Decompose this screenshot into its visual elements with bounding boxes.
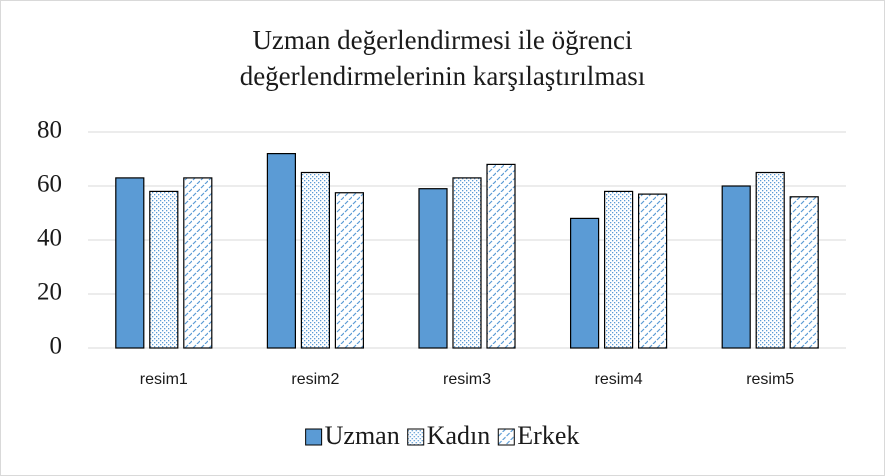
bar — [115, 177, 145, 349]
bar — [300, 171, 330, 349]
bar — [418, 188, 448, 349]
legend: Uzman Kadın Erkek — [305, 421, 579, 450]
bar — [486, 163, 516, 349]
bar — [266, 153, 296, 349]
x-tick-label: resim2 — [291, 371, 339, 388]
legend-label: Kadın — [427, 421, 491, 450]
legend-label: Erkek — [517, 421, 579, 450]
bar — [569, 217, 600, 349]
x-tick-label: resim5 — [746, 371, 794, 388]
bar — [789, 196, 819, 349]
y-tick-label: 80 — [37, 117, 62, 144]
x-tick-label: resim3 — [443, 371, 491, 388]
chart-title: Uzman değerlendirmesi ile öğrenci değerl… — [239, 25, 646, 91]
bar — [183, 177, 213, 349]
x-tick-label: resim4 — [595, 371, 643, 388]
legend-label: Uzman — [325, 421, 400, 450]
legend-swatch — [407, 428, 425, 446]
legend-swatch — [305, 428, 323, 446]
bar — [603, 190, 634, 349]
y-tick-label: 60 — [37, 171, 62, 198]
y-tick-label: 40 — [37, 225, 62, 252]
bar — [452, 177, 482, 349]
legend-swatch — [497, 428, 515, 446]
bar — [637, 193, 668, 349]
bar — [149, 190, 179, 349]
y-tick-label: 0 — [50, 333, 63, 360]
y-tick-label: 20 — [37, 279, 62, 306]
x-tick-label: resim1 — [140, 371, 188, 388]
bar — [334, 192, 364, 349]
bar — [755, 171, 785, 349]
bar — [721, 185, 751, 349]
